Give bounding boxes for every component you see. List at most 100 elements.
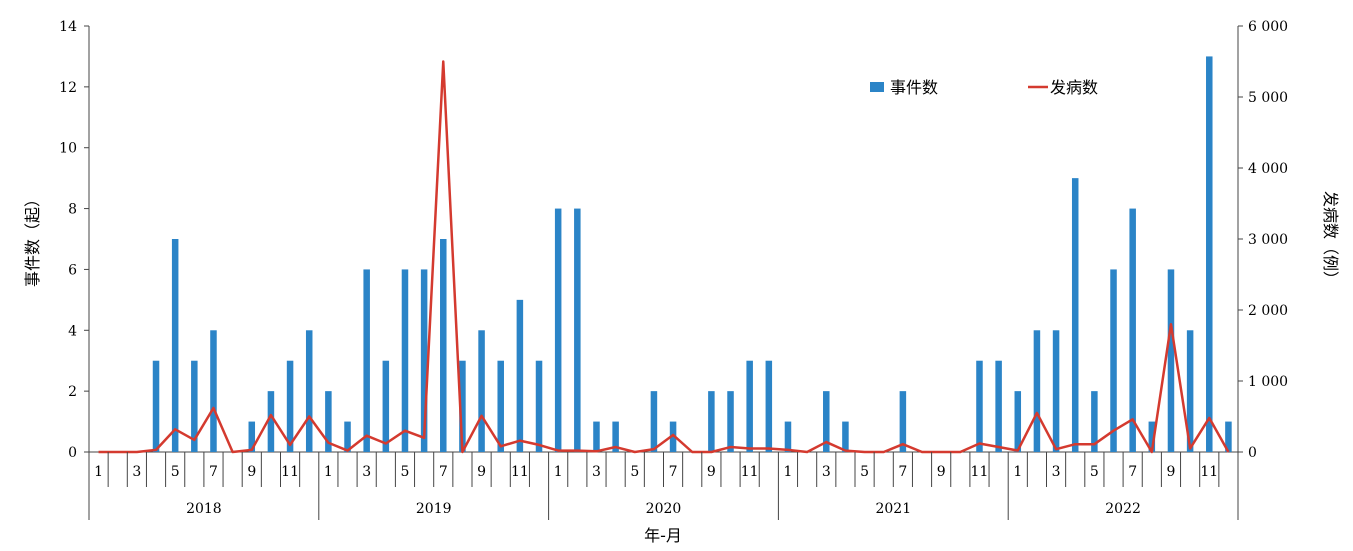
bar	[727, 391, 734, 452]
bar	[765, 360, 773, 452]
y-right-tick-label: 4 000	[1248, 161, 1288, 177]
bar	[1033, 330, 1041, 452]
month-tick-label: 1	[94, 464, 103, 480]
month-tick-label: 3	[822, 464, 831, 480]
month-tick-label: 5	[401, 464, 410, 480]
bar	[574, 208, 581, 452]
y-right-tick-label: 1 000	[1248, 374, 1288, 390]
month-tick-label: 7	[209, 464, 218, 480]
x-axis-title: 年-月	[644, 526, 682, 545]
y-left-tick-label: 8	[68, 202, 77, 218]
y-left-tick-label: 14	[59, 19, 77, 35]
year-tick-label: 2021	[875, 501, 911, 517]
bar	[823, 391, 830, 452]
month-tick-label: 11	[511, 464, 529, 480]
bar	[899, 391, 907, 452]
month-tick-label: 9	[477, 464, 486, 480]
month-tick-label: 9	[937, 464, 946, 480]
month-tick-label: 3	[362, 464, 371, 480]
bar	[210, 330, 217, 452]
y-right-tick-label: 2 000	[1248, 303, 1288, 319]
y-right-tick-label: 5 000	[1248, 90, 1288, 106]
y-left-tick-label: 10	[59, 141, 77, 157]
month-tick-label: 3	[132, 464, 141, 480]
month-tick-label: 1	[324, 464, 333, 480]
month-tick-label: 9	[247, 464, 256, 480]
bar	[497, 360, 504, 452]
bar	[171, 239, 179, 452]
y-right-tick-label: 3 000	[1248, 232, 1288, 248]
y-left-tick-label: 2	[68, 384, 77, 400]
legend: 事件数 发病数	[870, 78, 1098, 97]
legend-bar-label: 事件数	[890, 78, 938, 97]
bar	[593, 421, 600, 452]
legend-line-label: 发病数	[1050, 78, 1098, 97]
bar	[976, 360, 983, 452]
bar	[746, 360, 753, 452]
y-right-tick-label: 6 000	[1248, 19, 1288, 35]
month-tick-label: 3	[1052, 464, 1061, 480]
year-tick-label: 2018	[186, 501, 222, 517]
bar	[1167, 269, 1175, 452]
bar	[995, 360, 1002, 452]
y-axis-left-title: 事件数（起）	[23, 191, 42, 287]
month-tick-label: 7	[898, 464, 907, 480]
month-tick-label: 5	[171, 464, 180, 480]
bar	[650, 391, 658, 452]
month-tick-label: 11	[1200, 464, 1218, 480]
bar	[191, 360, 198, 452]
line-layer	[98, 60, 1230, 454]
bar	[1014, 391, 1022, 452]
bars-layer	[152, 56, 1232, 453]
bar	[1186, 330, 1194, 452]
bar	[478, 330, 485, 452]
month-tick-label: 11	[281, 464, 299, 480]
y-right-tick-label: 0	[1248, 445, 1257, 461]
ticks-layer: 0 2 4 6 8 10 12 14 0 1 000 2 000 3 000 4 000 5 000 6 0…	[59, 19, 1288, 520]
bar	[842, 421, 849, 452]
y-left-tick-label: 6	[68, 262, 77, 278]
month-tick-label: 7	[439, 464, 448, 480]
bar	[554, 208, 562, 452]
bar	[420, 269, 428, 452]
bar	[1110, 269, 1117, 452]
y-left-tick-label: 4	[68, 323, 77, 339]
bar	[669, 421, 677, 452]
bar	[401, 269, 409, 452]
y-left-tick-label: 0	[68, 445, 77, 461]
bar	[440, 239, 447, 452]
bar	[1225, 421, 1232, 452]
year-tick-label: 2022	[1105, 501, 1141, 517]
bar	[1052, 330, 1060, 452]
bar	[1091, 391, 1098, 452]
bar	[708, 391, 715, 452]
month-tick-label: 3	[592, 464, 601, 480]
bar	[516, 299, 524, 452]
month-tick-label: 11	[971, 464, 989, 480]
month-tick-label: 1	[784, 464, 793, 480]
y-axis-right-title: 发病数（例）	[1321, 191, 1340, 287]
year-tick-label: 2020	[646, 501, 682, 517]
bar	[1129, 208, 1136, 452]
year-tick-label: 2019	[416, 501, 452, 517]
y-left-tick-label: 12	[59, 80, 77, 96]
month-tick-label: 1	[554, 464, 563, 480]
month-tick-label: 7	[669, 464, 678, 480]
bar	[363, 269, 370, 452]
month-tick-label: 5	[860, 464, 869, 480]
month-tick-label: 9	[1167, 464, 1176, 480]
bar	[784, 421, 792, 452]
month-tick-label: 7	[1128, 464, 1137, 480]
bar	[305, 330, 313, 452]
bar	[1071, 178, 1079, 452]
bar	[286, 360, 294, 452]
bar	[344, 421, 351, 452]
month-tick-label: 11	[741, 464, 759, 480]
bar	[535, 360, 543, 452]
legend-bar-swatch	[870, 82, 884, 92]
month-tick-label: 5	[630, 464, 639, 480]
bar	[152, 360, 160, 452]
month-tick-label: 9	[707, 464, 716, 480]
bar	[248, 421, 256, 452]
